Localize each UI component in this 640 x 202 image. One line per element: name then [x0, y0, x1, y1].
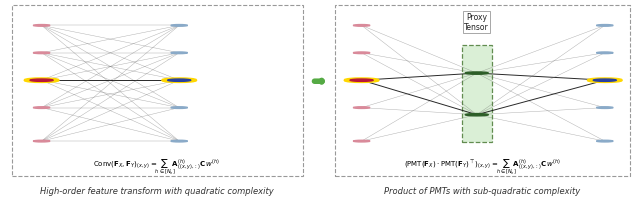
- Ellipse shape: [33, 25, 50, 27]
- Ellipse shape: [171, 25, 188, 27]
- Ellipse shape: [596, 25, 613, 27]
- Ellipse shape: [596, 53, 613, 54]
- Text: Product of PMTs with sub-quadratic complexity: Product of PMTs with sub-quadratic compl…: [385, 186, 580, 195]
- FancyBboxPatch shape: [12, 6, 303, 176]
- FancyBboxPatch shape: [335, 6, 630, 176]
- Ellipse shape: [465, 73, 488, 75]
- Text: Proxy
Tensor: Proxy Tensor: [465, 13, 489, 32]
- Text: High-order feature transform with quadratic complexity: High-order feature transform with quadra…: [40, 186, 274, 195]
- Ellipse shape: [353, 141, 370, 142]
- Ellipse shape: [171, 107, 188, 109]
- Ellipse shape: [465, 114, 488, 116]
- Ellipse shape: [171, 53, 188, 54]
- Ellipse shape: [593, 80, 616, 82]
- Ellipse shape: [168, 80, 191, 82]
- Ellipse shape: [350, 80, 373, 82]
- Ellipse shape: [171, 141, 188, 142]
- Ellipse shape: [33, 141, 50, 142]
- Text: $\mathrm{Conv}(\mathbf{F}_X, \mathbf{F}_Y)_{(x,y)} = \!\!\sum_{h \in [N_h]}\!\! : $\mathrm{Conv}(\mathbf{F}_X, \mathbf{F}_…: [93, 157, 220, 176]
- FancyBboxPatch shape: [462, 45, 492, 142]
- Ellipse shape: [353, 25, 370, 27]
- Ellipse shape: [353, 107, 370, 109]
- Ellipse shape: [596, 141, 613, 142]
- Ellipse shape: [33, 107, 50, 109]
- Ellipse shape: [353, 53, 370, 54]
- Text: $(\mathrm{PMT}(\mathbf{F}_X) \cdot \mathrm{PMT}(\mathbf{F}_Y)^\top)_{(x,y)} = \!: $(\mathrm{PMT}(\mathbf{F}_X) \cdot \math…: [404, 157, 561, 176]
- Ellipse shape: [596, 107, 613, 109]
- Ellipse shape: [30, 80, 53, 82]
- Ellipse shape: [33, 53, 50, 54]
